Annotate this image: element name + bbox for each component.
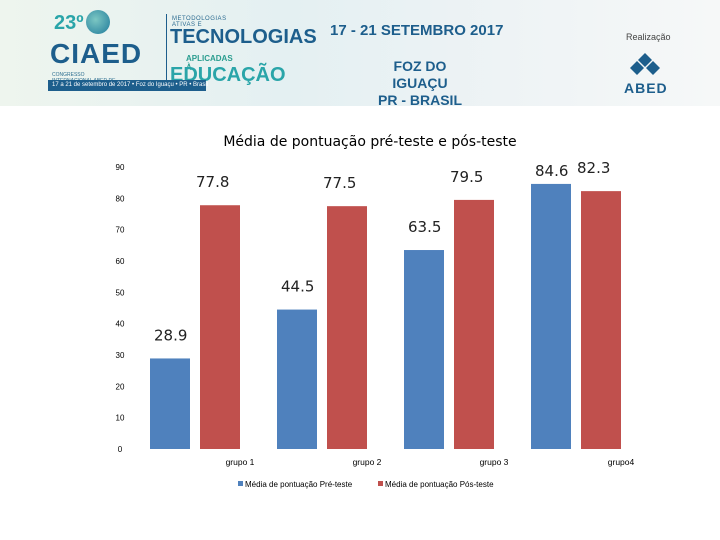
data-label: 77.8 [196,173,229,191]
y-tick-label: 20 [116,382,125,391]
y-tick-label: 0 [118,445,123,454]
y-tick-label: 90 [116,163,125,172]
bar-pre-1 [150,358,190,449]
y-tick-label: 70 [116,226,125,235]
event-place-city: FOZ DO IGUAÇU [392,58,448,91]
chart-title: Média de pontuação pré-teste e pós-teste [223,134,517,150]
organizer-name: ABED [624,80,668,96]
theme-middle: APLICADAS À [186,54,233,72]
organizer-label: Realização [626,32,671,42]
data-label: 79.5 [450,168,483,186]
event-place: FOZ DO IGUAÇU PR - BRASIL [372,58,468,106]
theme-top: METODOLOGIAS ATIVAS E [172,16,227,28]
bar-post-4 [581,191,621,450]
event-dates: 17 - 21 SETEMBRO 2017 [330,22,504,39]
legend-label-1: Média de pontuação Pré-teste [245,480,353,489]
event-place-state: PR - BRASIL [378,92,462,106]
y-tick-label: 10 [116,414,125,423]
legend-swatch-2 [378,481,383,486]
event-date-bar: 17 a 21 de setembro de 2017 • Foz do Igu… [48,80,208,91]
bar-post-2 [327,206,367,449]
conference-banner: 23º CIAED CONGRESSO INTERNACIONAL ABED D… [0,0,720,106]
x-category-label: grupo4 [608,457,635,467]
bar-pre-2 [277,309,317,449]
y-tick-label: 40 [116,320,125,329]
y-tick-label: 30 [116,351,125,360]
edition-number: 23º [54,12,84,34]
globe-icon [86,10,110,34]
bar-pre-4 [531,183,571,450]
x-category-label: grupo 1 [226,457,255,467]
y-tick-label: 50 [116,288,125,297]
bar-post-3 [454,199,494,449]
x-category-label: grupo 2 [353,457,382,467]
legend-label-2: Média de pontuação Pós-teste [385,480,494,489]
logo-divider [166,14,167,86]
data-label: 63.5 [408,218,441,236]
x-category-label: grupo 3 [480,457,509,467]
data-label: 28.9 [154,326,187,344]
data-label: 77.5 [323,174,356,192]
data-label: 82.3 [577,159,610,177]
data-label: 84.6 [535,162,568,180]
legend-swatch-1 [238,481,243,486]
y-tick-label: 60 [116,257,125,266]
y-tick-label: 80 [116,194,125,203]
data-label: 44.5 [281,278,314,296]
event-name: CIAED [50,38,143,69]
bar-pre-3 [404,250,444,449]
abed-logo-icon [630,53,660,75]
theme-main: TECNOLOGIAS [170,26,317,48]
bar-post-1 [200,205,240,449]
